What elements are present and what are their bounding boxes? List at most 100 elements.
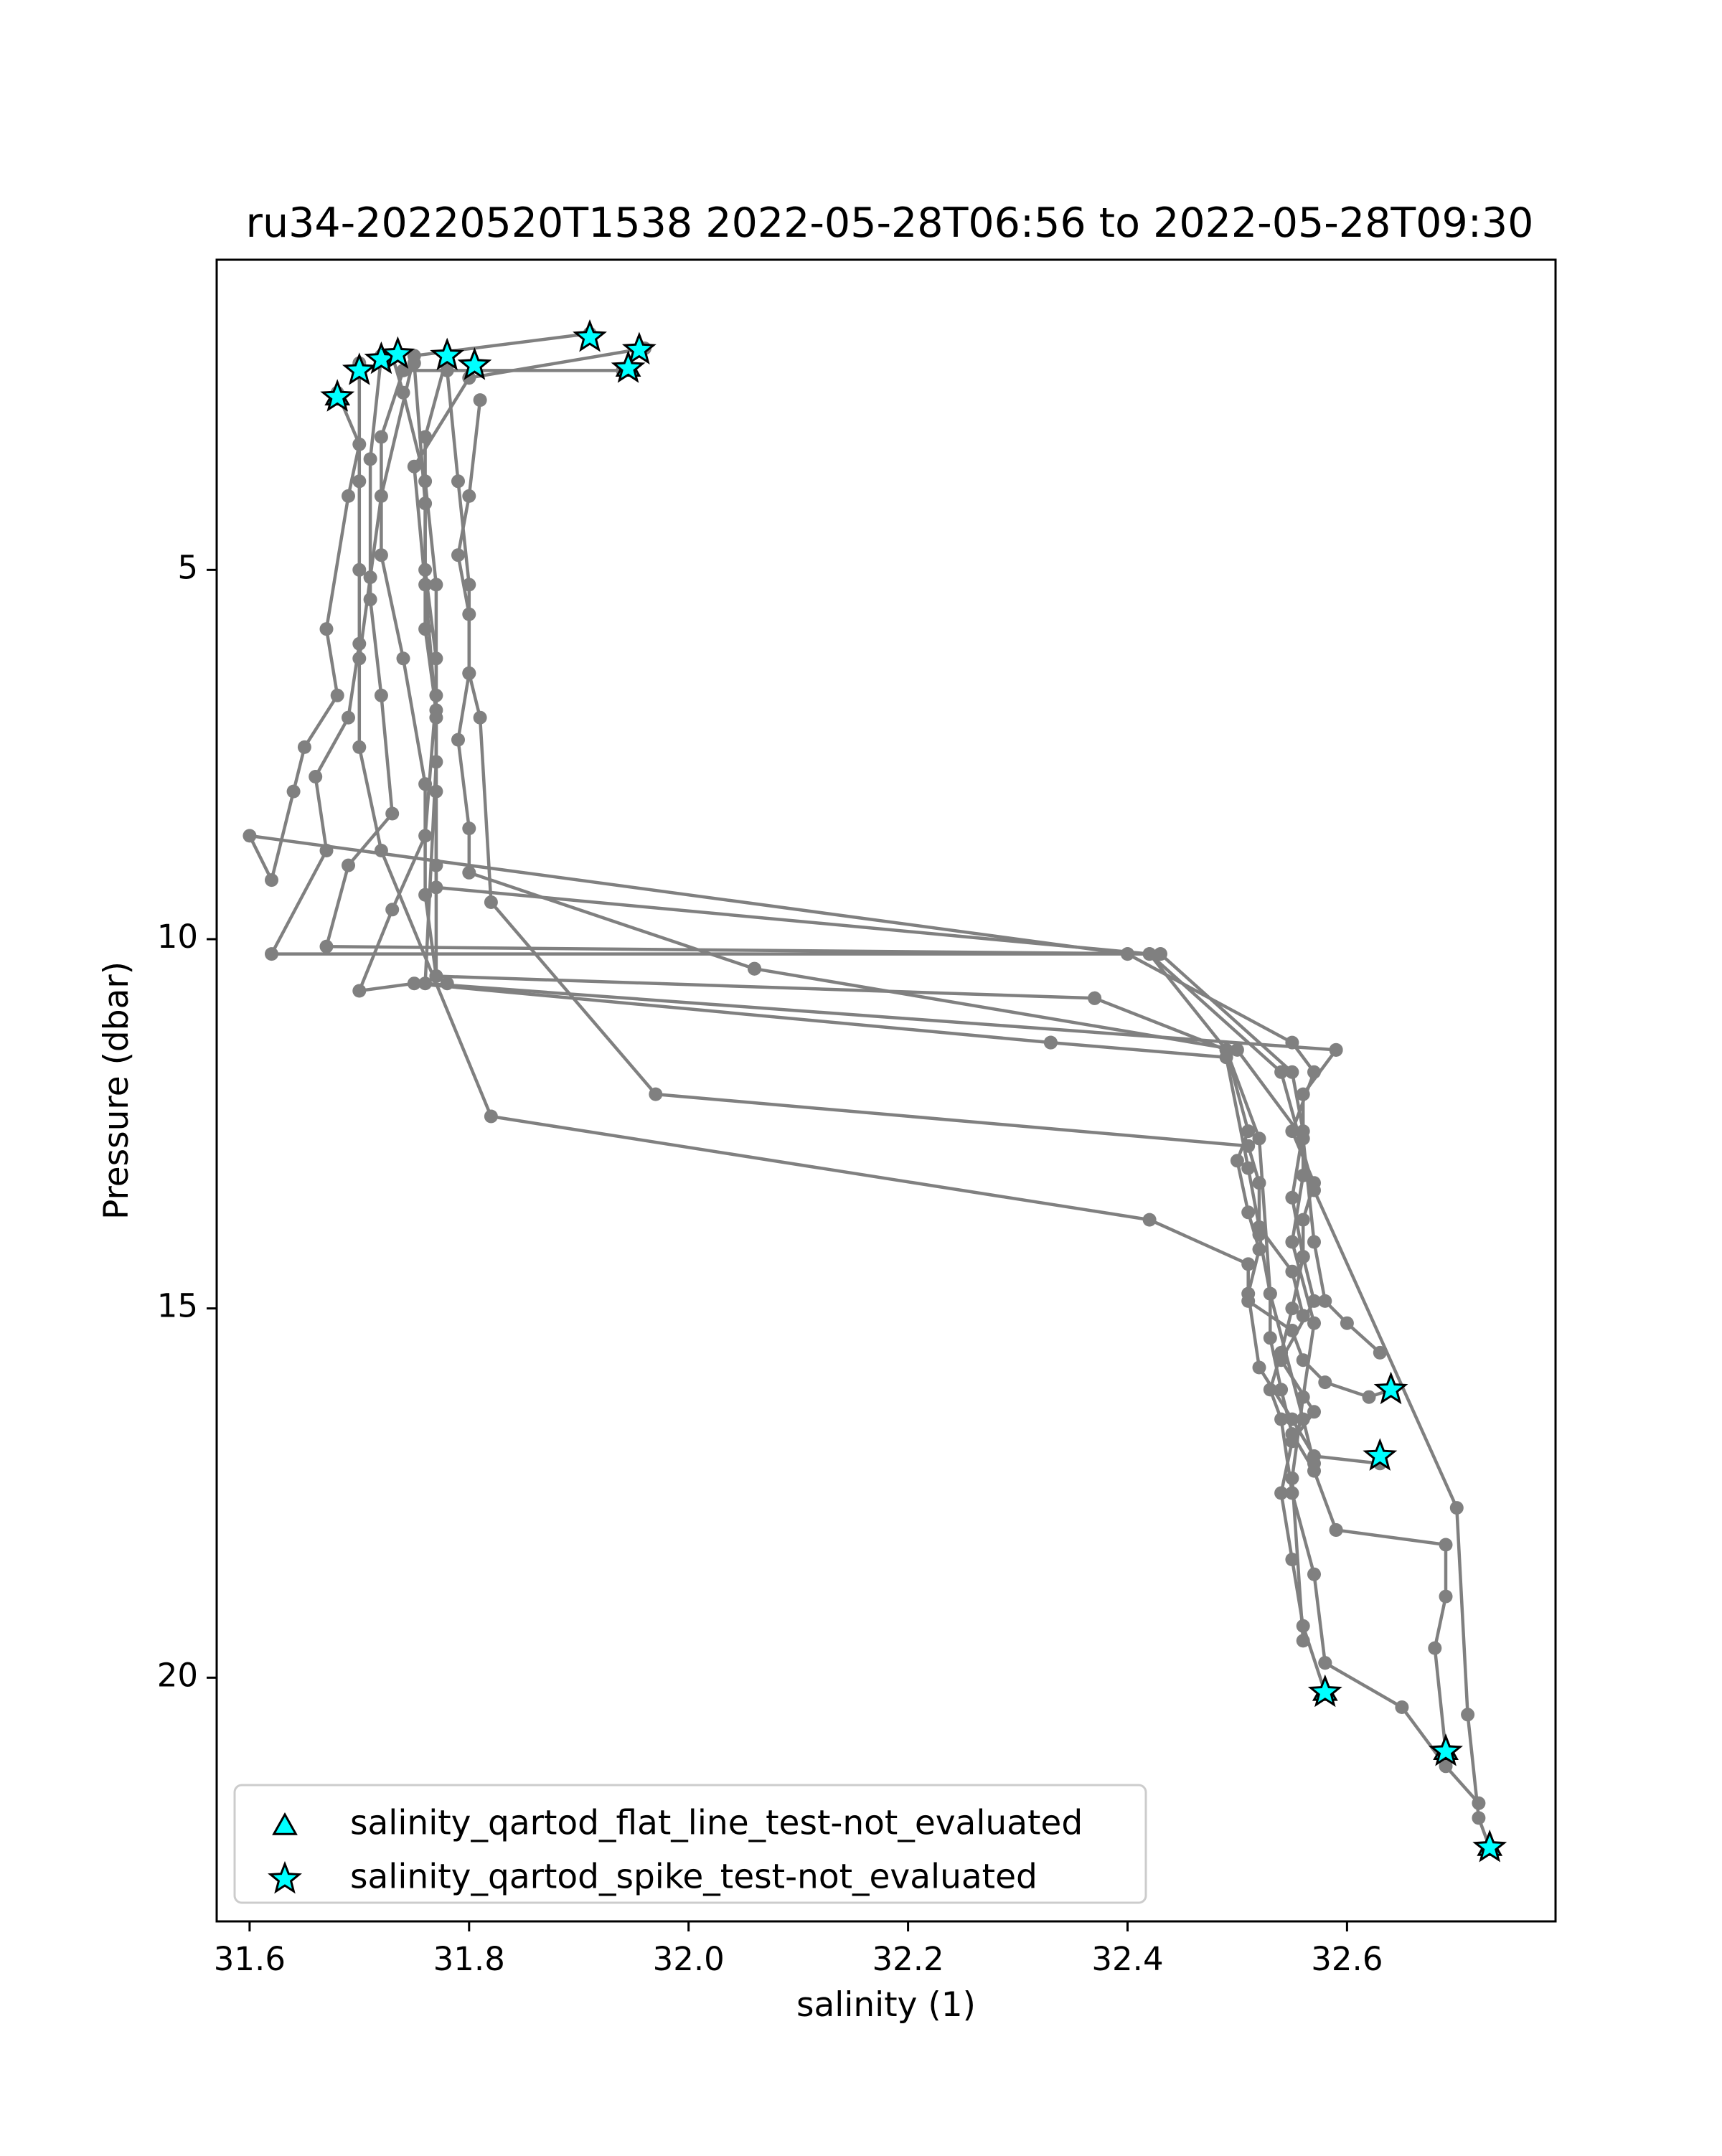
data-point (319, 939, 334, 954)
data-point (1142, 1213, 1157, 1227)
data-point (319, 844, 334, 857)
marker-layer (320, 319, 1507, 1863)
legend-label-spike: salinity_qartod_spike_test-not_evaluated (350, 1858, 1038, 1897)
profile-line-12 (445, 370, 756, 971)
data-point (1241, 1139, 1256, 1153)
data-point (1274, 1383, 1289, 1397)
data-point (1329, 1042, 1343, 1057)
data-point (374, 844, 388, 857)
data-point (1230, 1042, 1244, 1057)
x-tick-label: 32.2 (872, 1940, 944, 1978)
data-point (1285, 1235, 1299, 1249)
spike-flag-marker (1373, 1371, 1408, 1405)
data-point (319, 622, 334, 636)
data-point (352, 474, 367, 489)
data-point (1285, 1264, 1299, 1279)
data-point (286, 784, 301, 799)
data-point (342, 858, 355, 872)
data-point (1439, 1538, 1453, 1552)
plot-frame (215, 258, 1557, 1923)
data-point (1318, 1656, 1332, 1670)
spike-flag-marker (573, 319, 607, 352)
data-point (451, 474, 465, 489)
data-point (1340, 1316, 1354, 1330)
data-point (418, 976, 433, 991)
data-point (1296, 1213, 1310, 1227)
spike-flag-marker (457, 347, 492, 380)
data-point (265, 873, 278, 888)
profile-line-5 (1324, 1661, 1480, 1804)
data-point (1153, 947, 1167, 961)
profile-line-7 (1050, 1040, 1305, 1317)
spike-flag-marker (1363, 1438, 1398, 1471)
data-point (243, 829, 257, 843)
data-point (1285, 1190, 1299, 1205)
data-point (385, 806, 400, 821)
data-point (1307, 1183, 1321, 1197)
data-point (1307, 1464, 1321, 1478)
data-point (374, 430, 388, 444)
spike-flag-marker (1307, 1674, 1342, 1708)
data-point (418, 578, 433, 592)
data-point (1230, 1154, 1244, 1168)
x-tick-label: 32.0 (653, 1940, 725, 1978)
data-point (407, 349, 421, 363)
data-point (1296, 1353, 1310, 1367)
data-point (1285, 1065, 1299, 1079)
y-tick-label: 15 (157, 1287, 198, 1325)
data-point (451, 733, 465, 747)
data-point (429, 578, 443, 592)
data-point (1285, 1471, 1299, 1485)
data-point (462, 865, 476, 880)
data-point (1285, 1553, 1299, 1567)
data-point (396, 651, 410, 666)
data-point (297, 740, 311, 754)
data-point (1307, 1316, 1321, 1330)
data-point (1296, 1634, 1310, 1648)
data-point (1274, 1065, 1289, 1079)
data-point (462, 489, 476, 503)
data-point (342, 710, 355, 725)
data-point (330, 688, 344, 702)
data-point (1263, 1383, 1277, 1397)
legend-star-icon (268, 1860, 302, 1894)
data-point (1318, 1294, 1332, 1308)
data-point (1285, 1324, 1299, 1337)
y-tick-label: 20 (157, 1656, 198, 1694)
data-point (1307, 1567, 1321, 1581)
legend-box (233, 1784, 1147, 1904)
x-tick-label: 32.4 (1091, 1940, 1163, 1978)
data-point (451, 548, 465, 562)
data-point (1428, 1641, 1442, 1655)
profile-line-3 (324, 355, 1161, 956)
x-tick-label: 31.8 (433, 1940, 505, 1978)
data-point (462, 666, 476, 680)
data-point (1296, 1309, 1310, 1323)
data-point (440, 976, 454, 991)
data-point (1252, 1360, 1266, 1375)
data-point (374, 548, 388, 562)
data-point (462, 822, 476, 836)
data-point (363, 452, 377, 466)
data-point (352, 984, 367, 998)
data-point (429, 969, 443, 983)
data-point (352, 562, 367, 577)
data-point (1252, 1131, 1266, 1146)
data-point (265, 947, 278, 961)
data-point (1461, 1708, 1475, 1722)
data-point (1263, 1331, 1277, 1345)
data-point (1329, 1523, 1343, 1537)
data-point (342, 489, 355, 503)
data-point (1395, 1700, 1409, 1714)
data-point (1449, 1501, 1464, 1515)
data-point (1241, 1257, 1256, 1271)
data-point (1274, 1412, 1289, 1426)
data-point (1307, 1405, 1321, 1419)
data-point (1285, 1301, 1299, 1316)
spike-flag-marker (320, 379, 355, 412)
x-tick-label: 32.6 (1311, 1940, 1383, 1978)
data-point (1043, 1035, 1058, 1050)
data-point (309, 770, 323, 783)
chart-title: ru34-20220520T1538 2022-05-28T06:56 to 2… (246, 199, 1534, 247)
data-point (484, 1109, 498, 1124)
